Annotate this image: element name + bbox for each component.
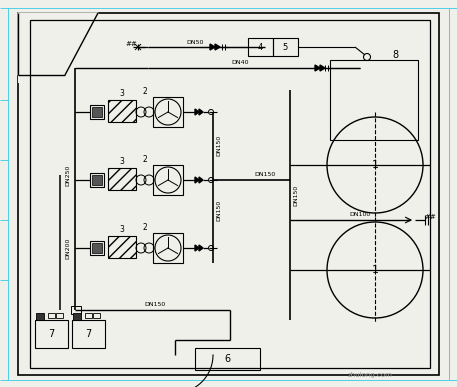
Bar (72, 320, 105, 348)
Text: DN150: DN150 (144, 301, 165, 307)
Text: 6: 6 (224, 354, 230, 364)
Text: zhulong.com: zhulong.com (348, 372, 393, 378)
Bar (85, 313, 92, 318)
Text: DN40: DN40 (231, 60, 249, 65)
Text: 7: 7 (48, 329, 54, 339)
Polygon shape (18, 13, 98, 75)
Bar (35, 320, 68, 348)
Text: DN200: DN200 (65, 237, 70, 259)
Bar (108, 100, 136, 122)
Text: 1: 1 (372, 265, 378, 275)
Bar (153, 165, 183, 195)
Bar (90, 105, 104, 119)
Polygon shape (320, 65, 325, 71)
Text: 3: 3 (120, 158, 124, 166)
Bar (73, 313, 81, 320)
Polygon shape (195, 109, 199, 115)
Bar (153, 233, 183, 263)
Polygon shape (210, 44, 215, 50)
Bar (330, 60, 418, 140)
Bar (71, 306, 81, 314)
Bar (48, 313, 55, 318)
Bar (273, 38, 298, 56)
Bar (153, 97, 183, 127)
Bar (92, 107, 102, 117)
Text: DN150: DN150 (255, 171, 276, 176)
Polygon shape (199, 245, 203, 251)
Bar (90, 241, 104, 255)
Text: 3: 3 (120, 226, 124, 235)
Text: 3: 3 (120, 89, 124, 99)
Polygon shape (315, 65, 320, 71)
Bar (92, 243, 102, 253)
Text: 2: 2 (143, 154, 147, 163)
Text: 2: 2 (143, 223, 147, 231)
Text: 8: 8 (392, 50, 398, 60)
Bar (108, 236, 136, 258)
Text: DN150: DN150 (217, 199, 222, 221)
Text: ##: ## (125, 41, 137, 47)
Bar (108, 168, 136, 190)
Bar (92, 175, 102, 185)
Text: ##: ## (424, 214, 436, 220)
Bar (30, 20, 430, 368)
Polygon shape (215, 44, 220, 50)
Text: 7: 7 (85, 329, 91, 339)
Text: DN50: DN50 (186, 39, 204, 45)
Bar (195, 348, 260, 370)
Text: 4: 4 (257, 43, 263, 51)
Bar (248, 38, 273, 56)
Text: DN250: DN250 (65, 164, 70, 186)
Text: 2: 2 (143, 87, 147, 96)
Polygon shape (195, 245, 199, 251)
Bar (56, 313, 63, 318)
Polygon shape (195, 177, 199, 183)
Text: DN150: DN150 (217, 134, 222, 156)
Text: DN100: DN100 (349, 212, 371, 216)
Bar (93, 313, 100, 318)
Text: 1: 1 (372, 160, 378, 170)
Polygon shape (199, 177, 203, 183)
Bar (90, 173, 104, 187)
Text: 5: 5 (282, 43, 287, 51)
Bar (36, 313, 44, 320)
Polygon shape (199, 109, 203, 115)
Bar (18, 13, 98, 83)
Text: DN150: DN150 (293, 184, 298, 205)
